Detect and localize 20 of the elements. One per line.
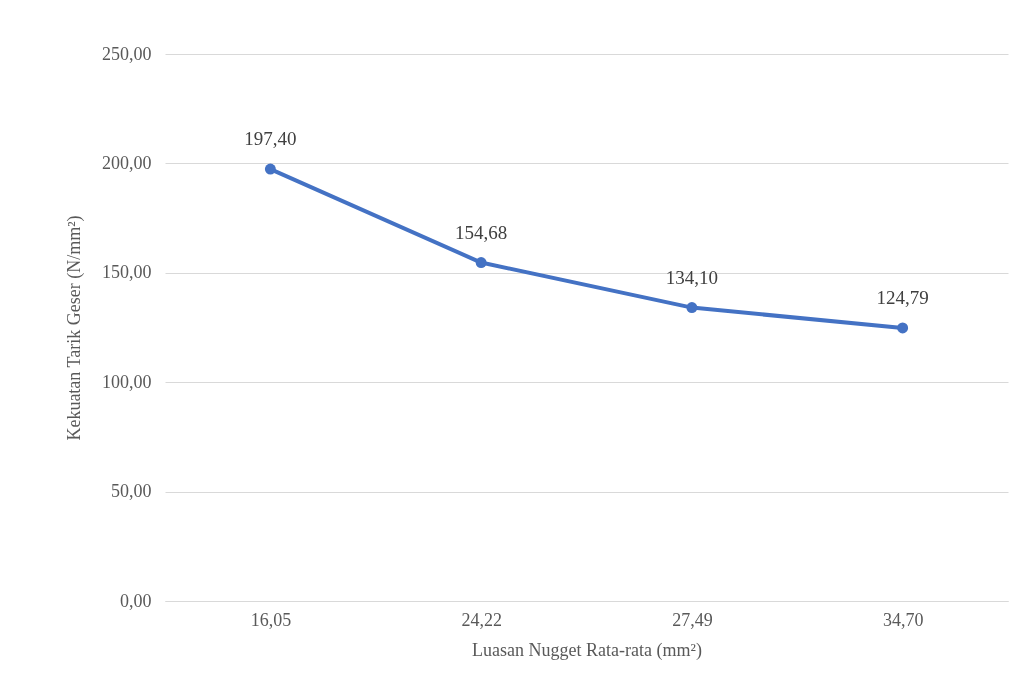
y-tick-label: 50,00 xyxy=(111,481,152,502)
y-tick-label: 150,00 xyxy=(102,262,152,283)
data-label: 124,79 xyxy=(876,286,929,308)
data-label: 197,40 xyxy=(244,128,297,150)
point xyxy=(686,302,698,314)
y-tick-label: 0,00 xyxy=(120,590,152,611)
y-tick-label: 200,00 xyxy=(102,152,152,173)
x-tick-label: 16,05 xyxy=(250,609,292,630)
x-axis-title: Luasan Nugget Rata-rata (mm²) xyxy=(472,639,702,661)
y-axis-title: Kekuatan Tarik Geser (N/mm²) xyxy=(64,215,85,441)
x-tick-label: 34,70 xyxy=(882,609,924,630)
point xyxy=(264,163,276,175)
point xyxy=(897,322,909,334)
y-tick-label: 250,00 xyxy=(102,43,152,64)
data-label: 134,10 xyxy=(665,266,718,288)
data-label: 154,68 xyxy=(455,221,508,243)
y-tick-label: 100,00 xyxy=(102,371,152,392)
x-tick-label: 27,49 xyxy=(672,609,713,630)
x-tick-label: 24,22 xyxy=(461,609,502,630)
point xyxy=(475,257,487,269)
